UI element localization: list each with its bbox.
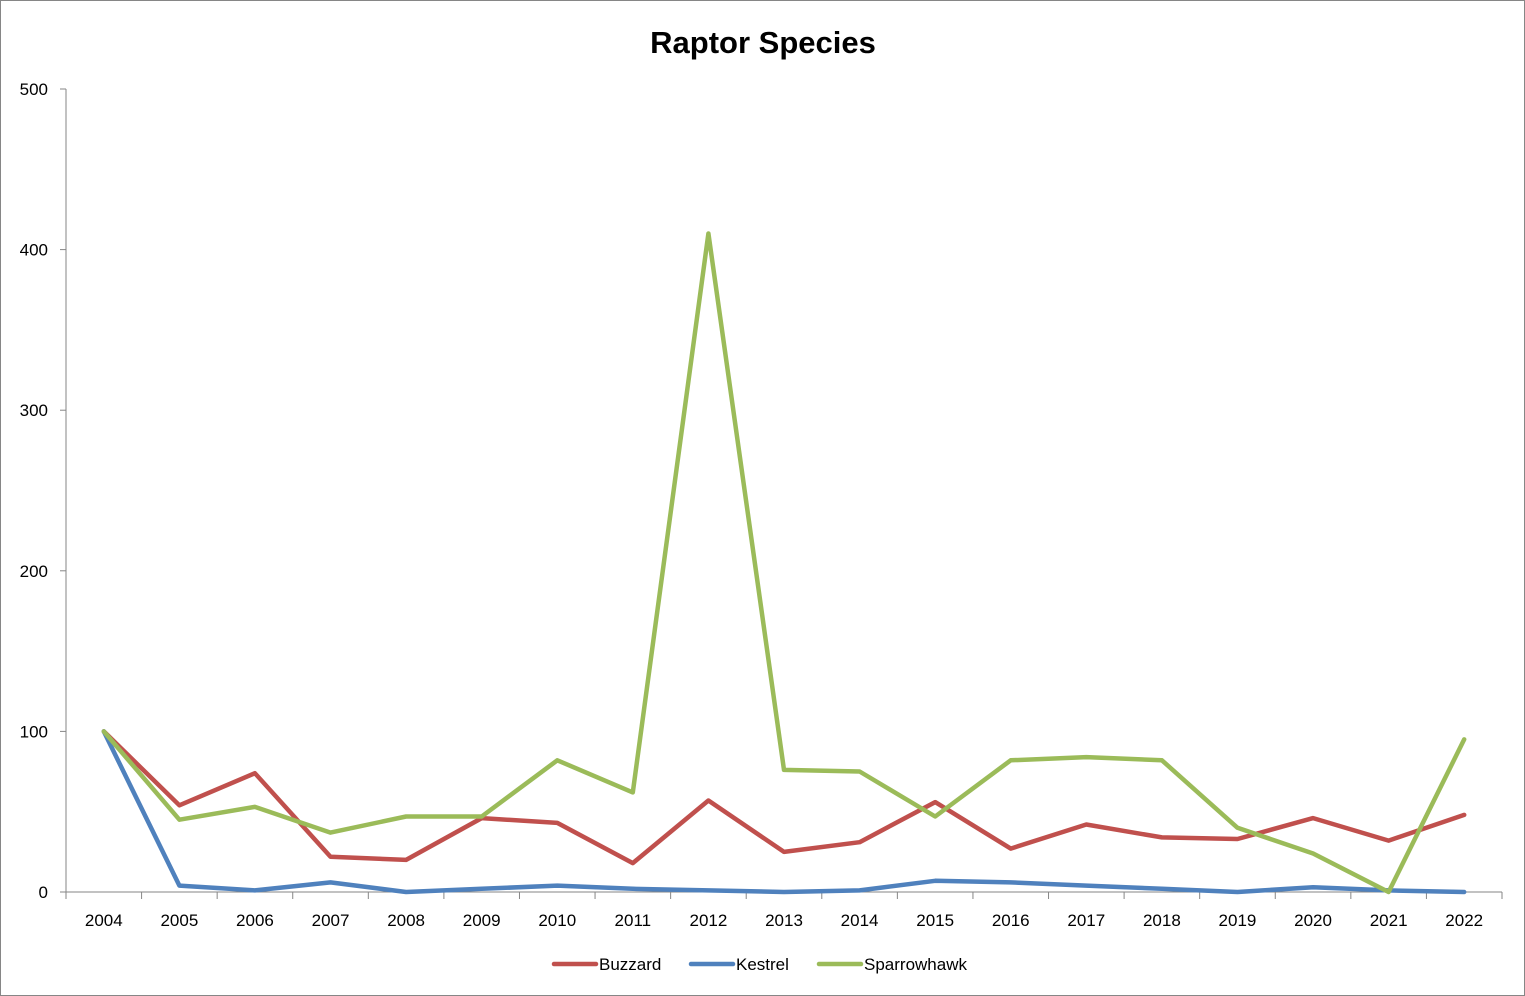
x-tick-label: 2014 bbox=[841, 911, 879, 930]
y-tick-label: 400 bbox=[20, 241, 48, 260]
y-tick-label: 300 bbox=[20, 401, 48, 420]
y-tick-label: 500 bbox=[20, 80, 48, 99]
chart-title: Raptor Species bbox=[650, 25, 876, 60]
x-tick-label: 2017 bbox=[1067, 911, 1105, 930]
x-tick-label: 2020 bbox=[1294, 911, 1332, 930]
x-tick-label: 2013 bbox=[765, 911, 803, 930]
x-tick-label: 2015 bbox=[916, 911, 954, 930]
x-tick-label: 2010 bbox=[538, 911, 576, 930]
x-tick-label: 2008 bbox=[387, 911, 425, 930]
x-tick-label: 2021 bbox=[1370, 911, 1408, 930]
x-tick-label: 2011 bbox=[615, 911, 652, 930]
series-line-buzzard bbox=[101, 729, 1467, 866]
legend: Buzzard Kestrel Sparrowhawk bbox=[551, 955, 967, 974]
x-tick-label: 2005 bbox=[160, 911, 198, 930]
x-tick-label: 2012 bbox=[690, 911, 728, 930]
y-tick-label: 0 bbox=[39, 883, 48, 902]
series-line-sparrowhawk bbox=[101, 231, 1467, 895]
x-tick-label: 2009 bbox=[463, 911, 501, 930]
x-tick-label: 2004 bbox=[85, 911, 123, 930]
legend-label-sparrowhawk: Sparrowhawk bbox=[864, 955, 967, 974]
x-tick-label: 2018 bbox=[1143, 911, 1181, 930]
x-axis: 2004 2005 2006 2007 2008 2009 2010 2011 2012 2013… bbox=[65, 891, 1503, 930]
y-tick-label: 100 bbox=[20, 722, 48, 741]
legend-label-kestrel: Kestrel bbox=[736, 955, 789, 974]
x-tick-label: 2022 bbox=[1445, 911, 1483, 930]
y-axis: 0 100 200 300 400 500 bbox=[20, 80, 67, 902]
series-line-kestrel bbox=[101, 729, 1467, 895]
series-layer bbox=[101, 231, 1467, 895]
x-tick-label: 2016 bbox=[992, 911, 1030, 930]
x-tick-label: 2007 bbox=[312, 911, 350, 930]
legend-label-buzzard: Buzzard bbox=[599, 955, 661, 974]
x-tick-label: 2006 bbox=[236, 911, 274, 930]
y-tick-label: 200 bbox=[20, 562, 48, 581]
x-tick-label: 2019 bbox=[1219, 911, 1257, 930]
